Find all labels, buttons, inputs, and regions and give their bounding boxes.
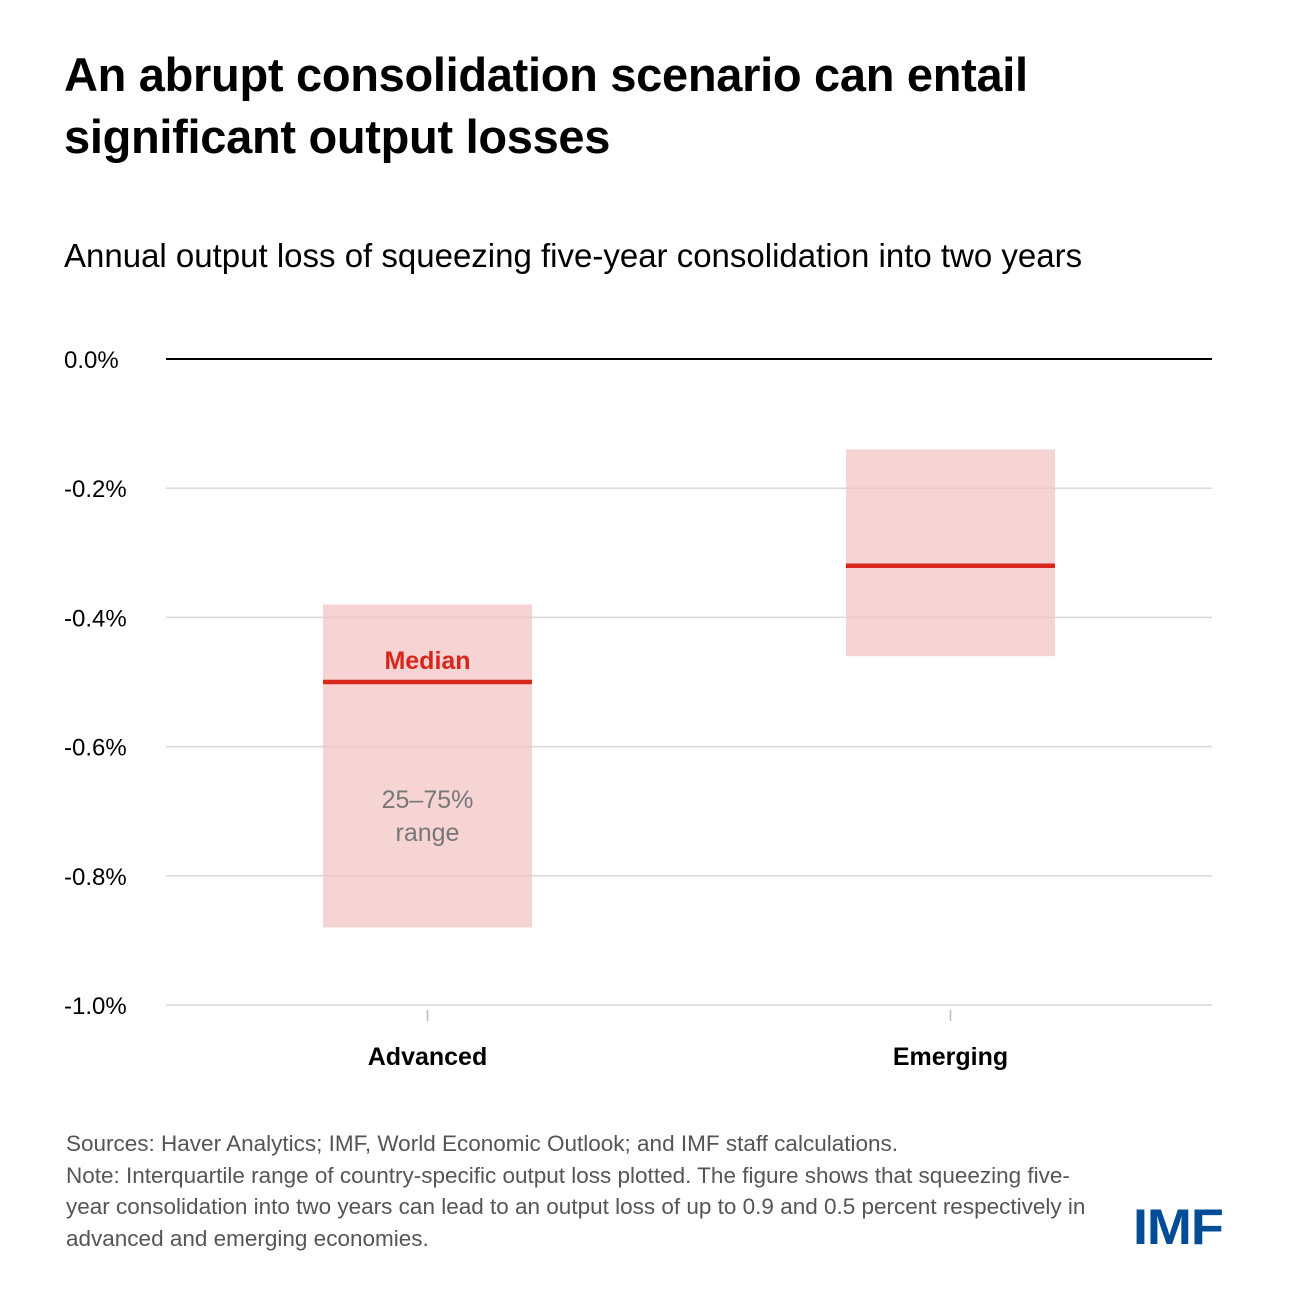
range-annotation: 25–75% [382, 786, 474, 814]
x-tick-label: Emerging [893, 1043, 1008, 1071]
y-tick-label: 0.0% [64, 347, 119, 374]
y-tick-label: -0.4% [64, 605, 127, 632]
imf-logo: IMF [1133, 1199, 1224, 1255]
median-annotation: Median [384, 647, 470, 675]
range-annotation: range [396, 819, 460, 847]
y-tick-label: -0.2% [64, 476, 127, 503]
chart-title: An abrupt consolidation scenario can ent… [64, 48, 1028, 163]
range-bar-emerging [846, 449, 1055, 657]
chart-subtitle: Annual output loss of squeezing five-yea… [64, 237, 1083, 274]
sources-text: Sources: Haver Analytics; IMF, World Eco… [66, 1131, 898, 1156]
range-bar-advanced [323, 604, 532, 928]
y-tick-label: -0.8% [64, 864, 127, 891]
notes: Sources: Haver Analytics; IMF, World Eco… [66, 1128, 1086, 1254]
x-tick-label: Advanced [368, 1043, 487, 1071]
y-tick-label: -1.0% [64, 993, 127, 1020]
note-text: Note: Interquartile range of country-spe… [66, 1162, 1086, 1251]
y-tick-label: -0.6% [64, 735, 127, 762]
